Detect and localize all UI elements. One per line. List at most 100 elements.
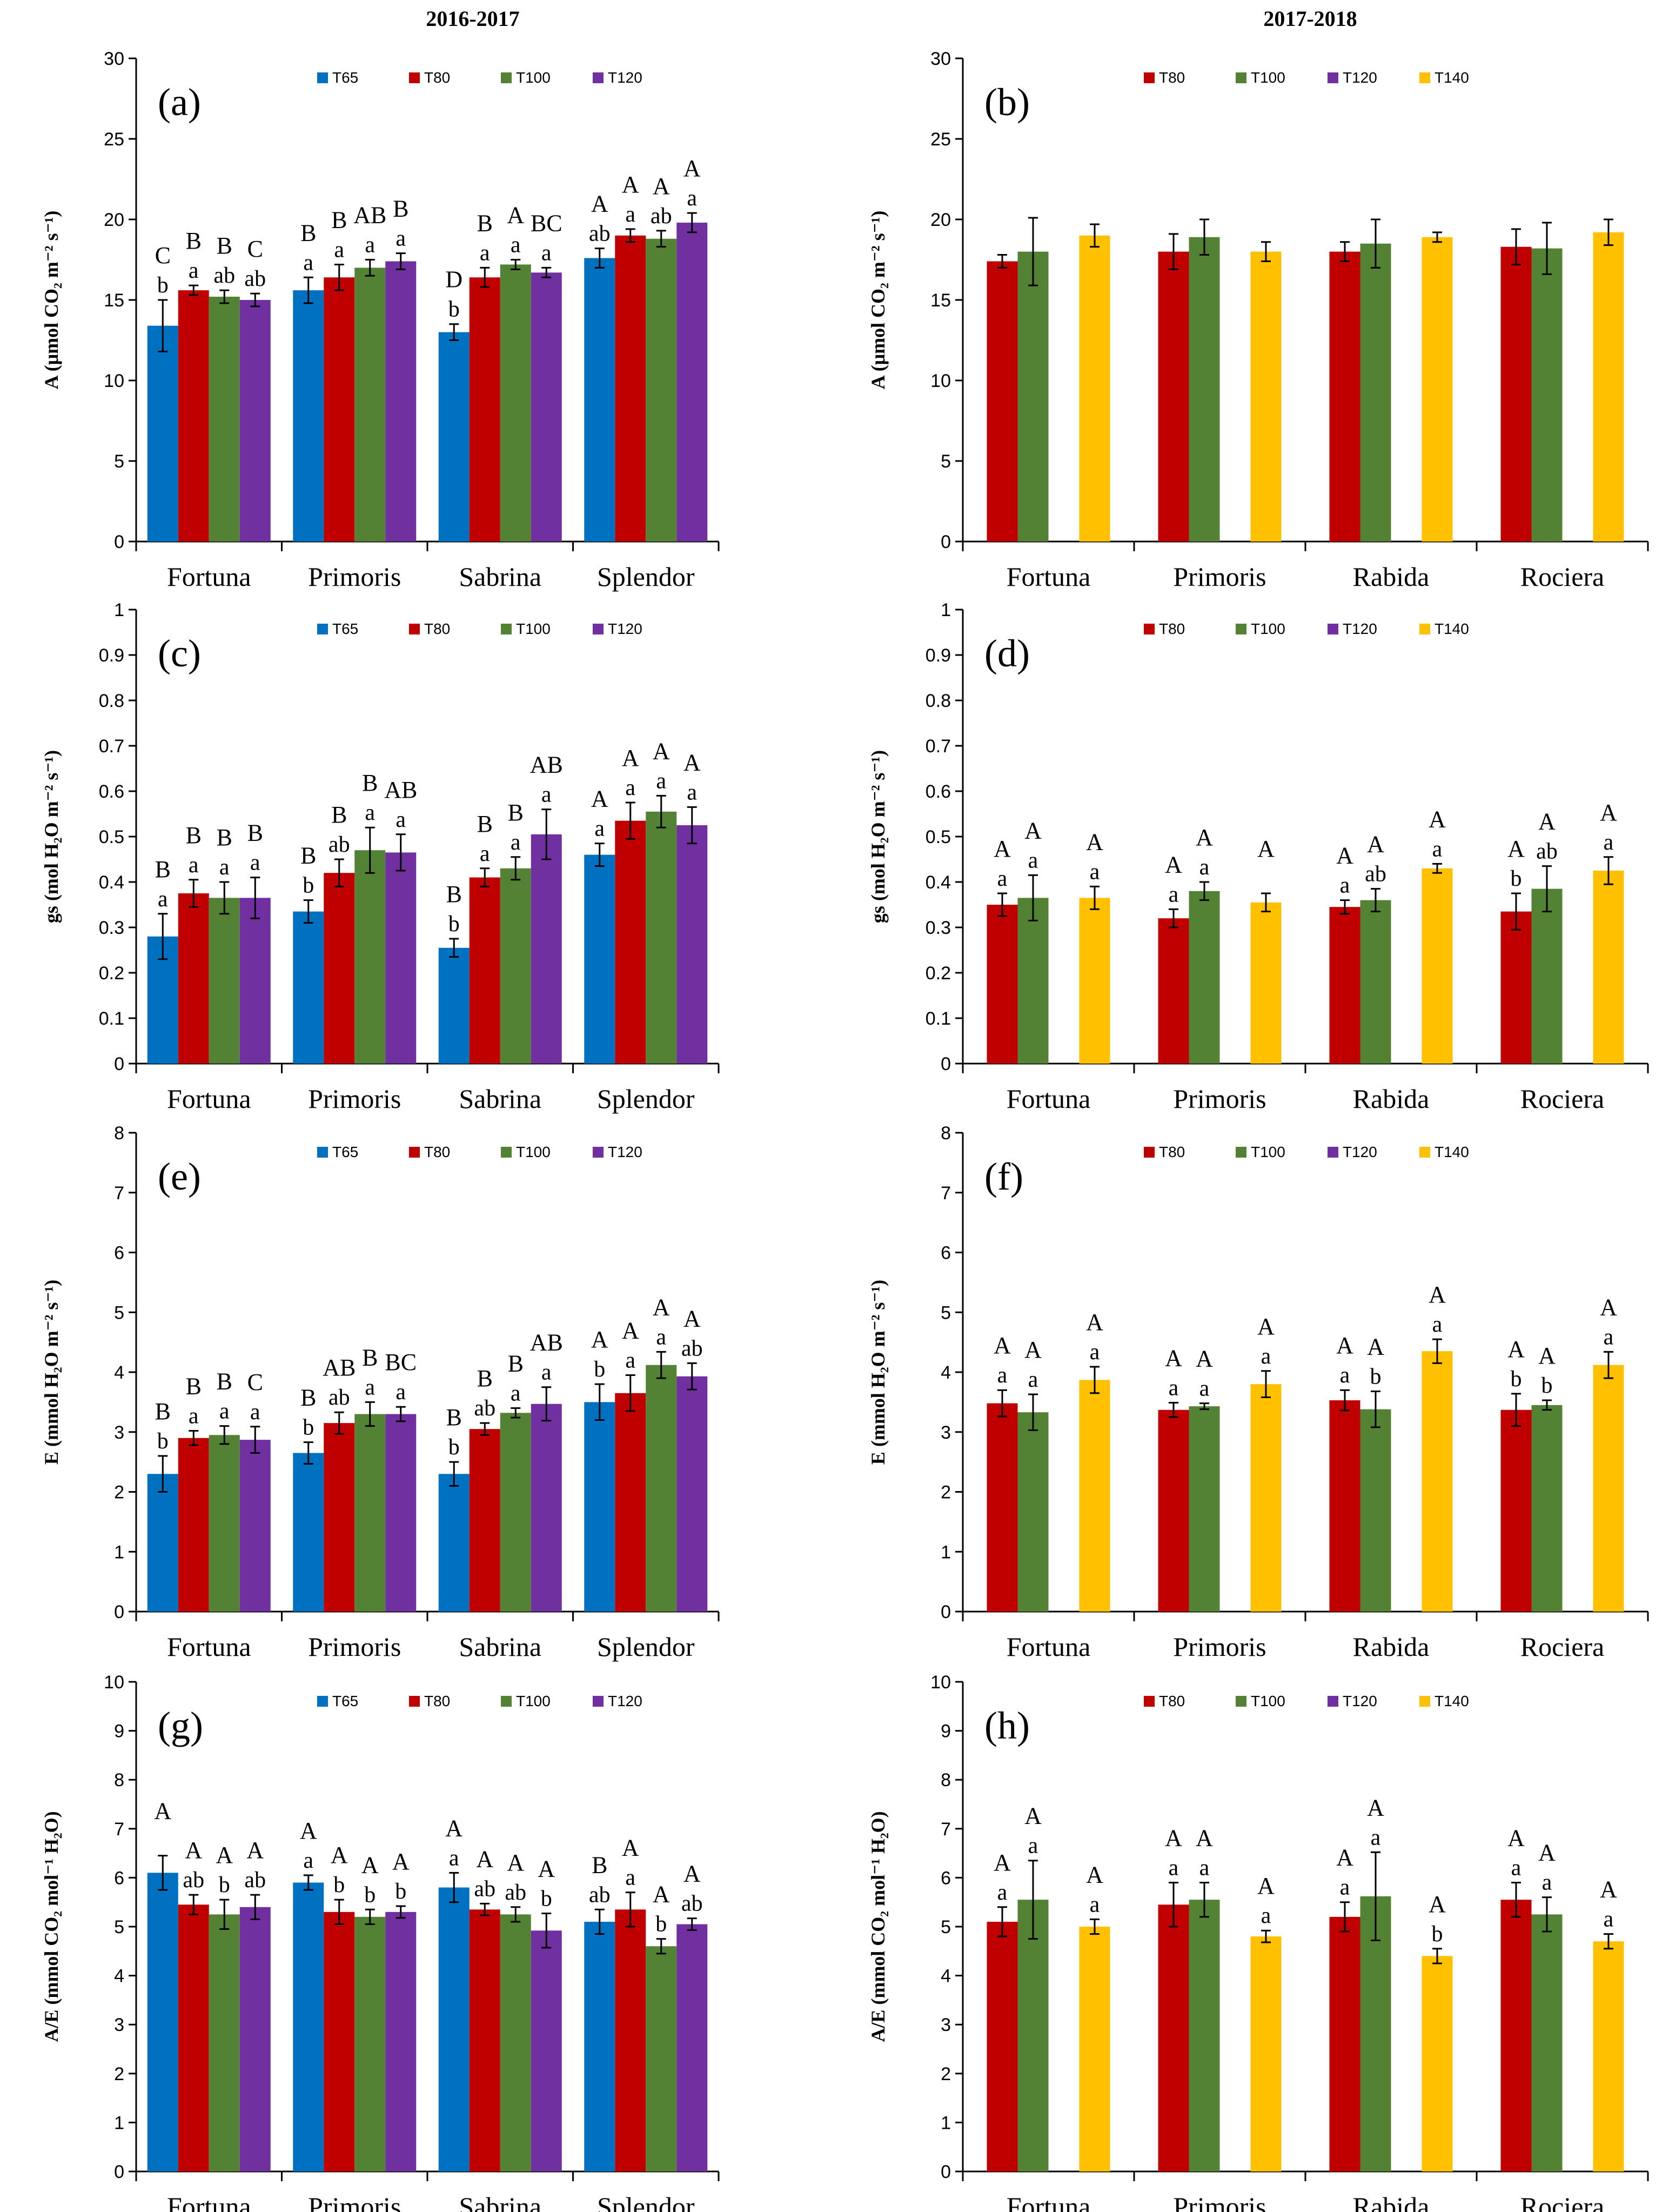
legend-swatch xyxy=(1328,72,1338,83)
annotation-lower: ab xyxy=(329,1385,350,1410)
annotation-lower: a xyxy=(189,1404,199,1429)
bar xyxy=(987,1403,1018,1612)
bar xyxy=(469,1909,500,2171)
y-tick-label: 0.1 xyxy=(926,1008,951,1029)
bar xyxy=(987,1921,1018,2171)
annotation-lower: a xyxy=(1261,1903,1271,1928)
annotation-lower: b xyxy=(333,1873,345,1897)
x-tick-label: Fortuna xyxy=(167,1632,251,1662)
legend-swatch xyxy=(1419,72,1430,83)
annotation-upper: A xyxy=(591,786,608,812)
bar xyxy=(1158,251,1189,542)
x-tick-label: Rabida xyxy=(1353,1632,1430,1662)
bar xyxy=(1158,1409,1189,1612)
bar xyxy=(385,852,417,1064)
y-tick-label: 0 xyxy=(114,2162,124,2182)
bar xyxy=(1593,232,1624,542)
bar xyxy=(1250,251,1282,542)
annotation-lower: b xyxy=(303,873,314,898)
x-tick-label: Splendor xyxy=(597,2191,695,2212)
bar xyxy=(324,1912,355,2171)
annotation-lower: ab xyxy=(474,1396,495,1421)
legend-swatch xyxy=(317,1696,328,1707)
legend-swatch xyxy=(409,1696,420,1707)
annotation-upper: A xyxy=(1196,824,1213,851)
annotation-lower: a xyxy=(1090,859,1100,884)
annotation-lower: a xyxy=(1028,1367,1038,1392)
annotation-upper: A xyxy=(507,202,524,229)
annotation-lower: a xyxy=(1169,882,1179,907)
annotation-upper: A xyxy=(622,171,639,198)
bar xyxy=(1250,902,1282,1064)
annotation-lower: a xyxy=(449,1846,459,1870)
panel-label: (f) xyxy=(984,1155,1023,1198)
annotation-upper: B xyxy=(155,856,171,883)
y-tick-label: 3 xyxy=(114,1422,124,1443)
annotation-lower: b xyxy=(1432,1922,1443,1947)
annotation-upper: A xyxy=(300,1817,317,1844)
y-tick-label: 5 xyxy=(941,1302,951,1323)
annotation-lower: a xyxy=(687,780,697,805)
bar xyxy=(469,277,500,542)
annotation-lower: a xyxy=(1371,1825,1381,1850)
bar xyxy=(1017,251,1049,542)
y-tick-label: 9 xyxy=(114,1721,124,1742)
y-tick-label: 10 xyxy=(930,371,951,391)
bar xyxy=(584,1402,615,1612)
annotation-upper: B xyxy=(362,770,378,796)
legend-swatch xyxy=(409,1147,420,1158)
bar xyxy=(209,898,240,1064)
annotation-upper: A xyxy=(185,1837,202,1863)
bar xyxy=(1500,911,1532,1064)
bar xyxy=(1079,1927,1110,2171)
annotation-upper: A xyxy=(1086,828,1103,855)
annotation-upper: A xyxy=(154,1798,171,1825)
x-tick-label: Fortuna xyxy=(1007,1632,1091,1662)
panel-label: (a) xyxy=(158,81,201,124)
panel-f: 0 1 2 3 4 5 6 7 8 Fortuna Primoris Rabida Rociera E (… xyxy=(867,1123,1649,1662)
annotation-upper: A xyxy=(1086,1309,1103,1335)
annotation-upper: A xyxy=(653,173,670,199)
y-tick-label: 30 xyxy=(930,49,951,69)
legend-label: T65 xyxy=(332,1144,358,1160)
annotation-lower: a xyxy=(480,240,490,265)
annotation-upper: A xyxy=(246,1837,264,1863)
annotation-lower: a xyxy=(656,1325,666,1349)
annotation-lower: ab xyxy=(589,222,611,246)
bar xyxy=(500,868,531,1064)
legend-swatch xyxy=(501,1147,512,1158)
bar xyxy=(293,1882,324,2171)
annotation-upper: A xyxy=(392,1848,410,1875)
annotation-upper: B xyxy=(331,206,347,233)
y-axis-label: A (μmol CO₂ m⁻² s⁻¹) xyxy=(41,211,62,390)
bar xyxy=(531,1930,562,2171)
annotation-upper: B xyxy=(186,228,202,254)
x-tick-label: Primoris xyxy=(308,1632,401,1662)
bar xyxy=(646,238,677,542)
y-tick-label: 30 xyxy=(104,49,124,69)
legend-swatch xyxy=(593,1696,604,1707)
annotation-upper: A xyxy=(1024,1336,1042,1363)
annotation-upper: A xyxy=(1257,1313,1275,1340)
annotation-upper: A xyxy=(1507,836,1525,862)
panel-label: (b) xyxy=(984,81,1030,124)
legend-label: T80 xyxy=(1159,620,1185,637)
annotation-upper: A xyxy=(683,1305,701,1332)
bar xyxy=(469,1429,500,1612)
bar xyxy=(1360,243,1391,542)
panel-g: 0 1 2 3 4 5 6 7 8 9 10 Fortuna Primoris Sabrina Splend… xyxy=(41,1672,720,2212)
annotation-upper: A xyxy=(591,191,608,217)
annotation-upper: B xyxy=(393,196,408,222)
legend-label: T140 xyxy=(1435,1693,1469,1709)
legend-swatch xyxy=(317,72,328,83)
bar xyxy=(500,264,531,542)
legend-swatch xyxy=(409,72,420,83)
annotation-lower: ab xyxy=(681,1892,703,1916)
annotation-lower: b xyxy=(157,273,169,298)
panel-d: 0 0.1 0.2 0.3 0.4 0.5 0.6 0.7 0.8 0.9 1 Fortuna Prim… xyxy=(867,600,1649,1114)
bar xyxy=(615,820,646,1064)
bar xyxy=(1531,1914,1563,2171)
legend-label: T120 xyxy=(1343,620,1377,637)
annotation-lower: a xyxy=(365,233,375,258)
